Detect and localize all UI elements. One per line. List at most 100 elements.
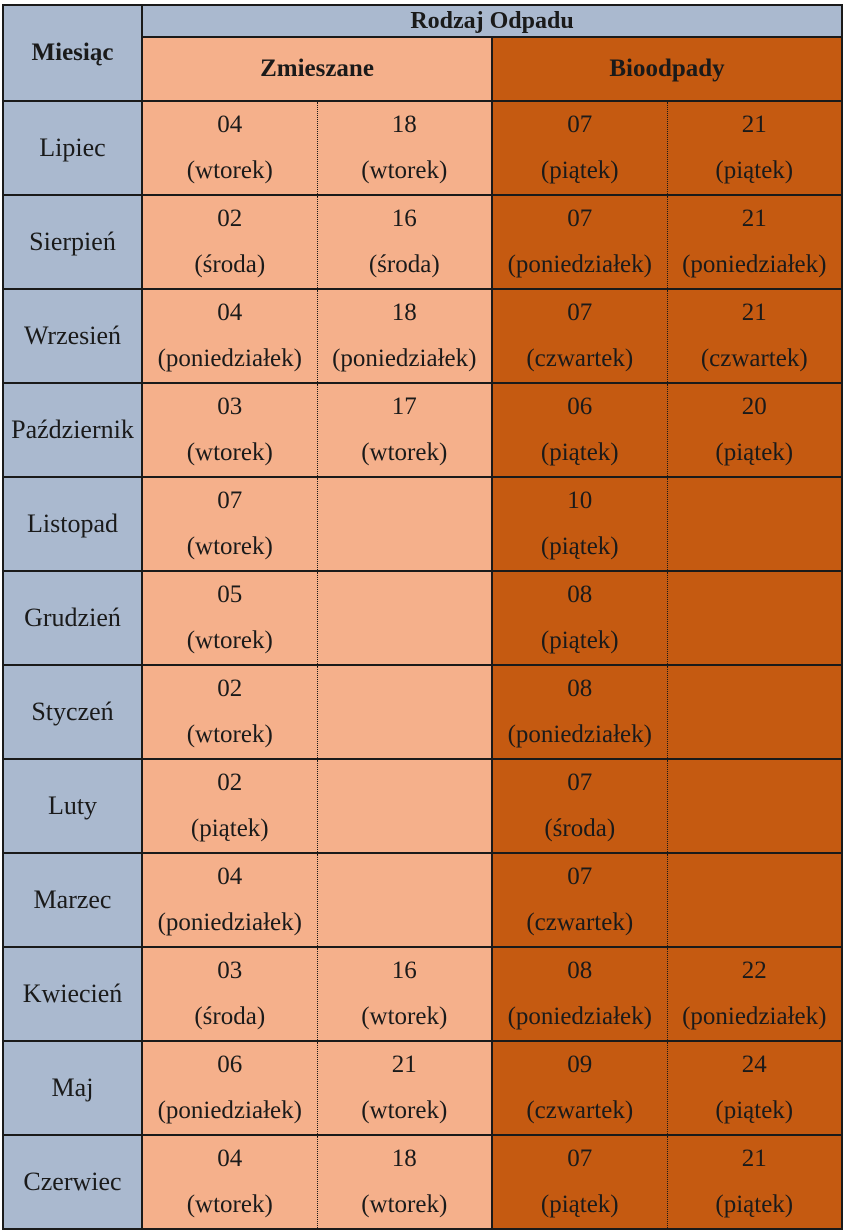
waste-type-header: Rodzaj Odpadu [140,4,843,38]
mixed-date-1-cell: 02 (środa) [141,194,318,290]
day-number: 07 [567,111,593,138]
day-number: 18 [391,299,417,326]
weekday-name: (wtorek) [361,1097,448,1124]
mixed-date-2-cell [317,476,493,572]
month-name: Luty [2,758,143,854]
schedule-body: Lipiec 04 (wtorek) 18 (wtorek) 07 (piątek) 21 (p… [2,100,843,1230]
weekday-name: (piątek) [540,627,619,654]
day-number: 17 [391,393,417,420]
table-row: Kwiecień 03 (środa) 16 (wtorek) 08 (poniedział… [2,946,843,1042]
weekday-name [668,806,842,852]
month-name: Sierpień [2,194,143,290]
bio-date-2-cell [667,758,843,854]
mixed-date-1-cell: 02 (piątek) [141,758,318,854]
bio-date-2-cell: 22 (poniedziałek) [667,946,843,1042]
mixed-date-2-cell: 21 (wtorek) [317,1040,493,1136]
weekday-name: (wtorek) [186,721,273,748]
mixed-date-1-cell: 06 (poniedziałek) [141,1040,318,1136]
month-name: Kwiecień [2,946,143,1042]
day-number [668,760,842,806]
weekday-name [668,524,842,570]
weekday-name [318,712,492,758]
table-row: Listopad 07 (wtorek) 10 (piątek) [2,476,843,572]
day-number: 21 [741,1145,767,1172]
month-name: Wrzesień [2,288,143,384]
weekday-name: (wtorek) [361,157,448,184]
day-number: 02 [217,205,243,232]
waste-schedule-table: Miesiąc Rodzaj Odpadu Zmieszane Bioodpad… [2,4,843,1230]
weekday-name: (czwartek) [526,345,634,372]
mixed-date-2-cell: 16 (wtorek) [317,946,493,1042]
day-number: 02 [217,769,243,796]
day-number [318,854,492,900]
day-number: 08 [567,675,593,702]
bio-date-1-cell: 07 (poniedziałek) [491,194,668,290]
mixed-date-2-cell [317,570,493,666]
day-number [318,760,492,806]
table-row: Maj 06 (poniedziałek) 21 (wtorek) 09 (czwartek… [2,1040,843,1136]
weekday-name: (wtorek) [186,533,273,560]
day-number: 08 [567,581,593,608]
weekday-name: (piątek) [715,439,794,466]
weekday-name: (czwartek) [526,909,634,936]
day-number: 07 [567,863,593,890]
day-number: 07 [217,487,243,514]
bio-date-1-cell: 08 (poniedziałek) [491,946,668,1042]
day-number: 07 [567,299,593,326]
weekday-name: (środa) [194,251,266,278]
day-number: 03 [217,957,243,984]
weekday-name: (wtorek) [186,627,273,654]
table-row: Lipiec 04 (wtorek) 18 (wtorek) 07 (piątek) 21 (p… [2,100,843,196]
weekday-name: (poniedziałek) [157,1097,302,1124]
month-name: Maj [2,1040,143,1136]
day-number: 21 [741,205,767,232]
weekday-name [668,900,842,946]
weekday-name: (piątek) [540,439,619,466]
day-number: 03 [217,393,243,420]
weekday-name: (wtorek) [186,157,273,184]
weekday-name: (piątek) [540,533,619,560]
bio-date-2-cell [667,570,843,666]
weekday-name [318,806,492,852]
table-row: Wrzesień 04 (poniedziałek) 18 (poniedziałek)… [2,288,843,384]
weekday-name: (poniedziałek) [507,251,652,278]
bio-date-2-cell [667,476,843,572]
mixed-waste-header: Zmieszane [141,36,493,102]
day-number: 06 [217,1051,243,1078]
weekday-name: (środa) [544,815,616,842]
weekday-name [318,524,492,570]
bio-date-1-cell: 10 (piątek) [491,476,668,572]
weekday-name: (wtorek) [361,439,448,466]
weekday-name: (poniedziałek) [157,345,302,372]
weekday-name: (środa) [194,1003,266,1030]
month-name: Styczeń [2,664,143,760]
day-number: 07 [567,1145,593,1172]
day-number [668,572,842,618]
day-number: 10 [567,487,593,514]
mixed-date-2-cell: 18 (poniedziałek) [317,288,493,384]
mixed-date-2-cell [317,758,493,854]
mixed-date-2-cell [317,664,493,760]
weekday-name: (wtorek) [186,1191,273,1218]
bio-date-1-cell: 09 (czwartek) [491,1040,668,1136]
weekday-name: (wtorek) [361,1003,448,1030]
day-number [668,666,842,712]
weekday-name: (środa) [368,251,440,278]
mixed-date-1-cell: 02 (wtorek) [141,664,318,760]
bio-date-2-cell: 20 (piątek) [667,382,843,478]
day-number: 04 [217,1145,243,1172]
day-number: 16 [391,205,417,232]
day-number [318,478,492,524]
table-row: Sierpień 02 (środa) 16 (środa) 07 (poniedziałe… [2,194,843,290]
day-number [318,666,492,712]
table-row: Grudzień 05 (wtorek) 08 (piątek) [2,570,843,666]
mixed-date-2-cell: 16 (środa) [317,194,493,290]
weekday-name: (poniedziałek) [332,345,477,372]
weekday-name: (czwartek) [526,1097,634,1124]
mixed-date-1-cell: 03 (środa) [141,946,318,1042]
day-number: 20 [741,393,767,420]
day-number: 16 [391,957,417,984]
day-number: 22 [741,957,767,984]
day-number: 04 [217,111,243,138]
mixed-date-1-cell: 04 (poniedziałek) [141,852,318,948]
